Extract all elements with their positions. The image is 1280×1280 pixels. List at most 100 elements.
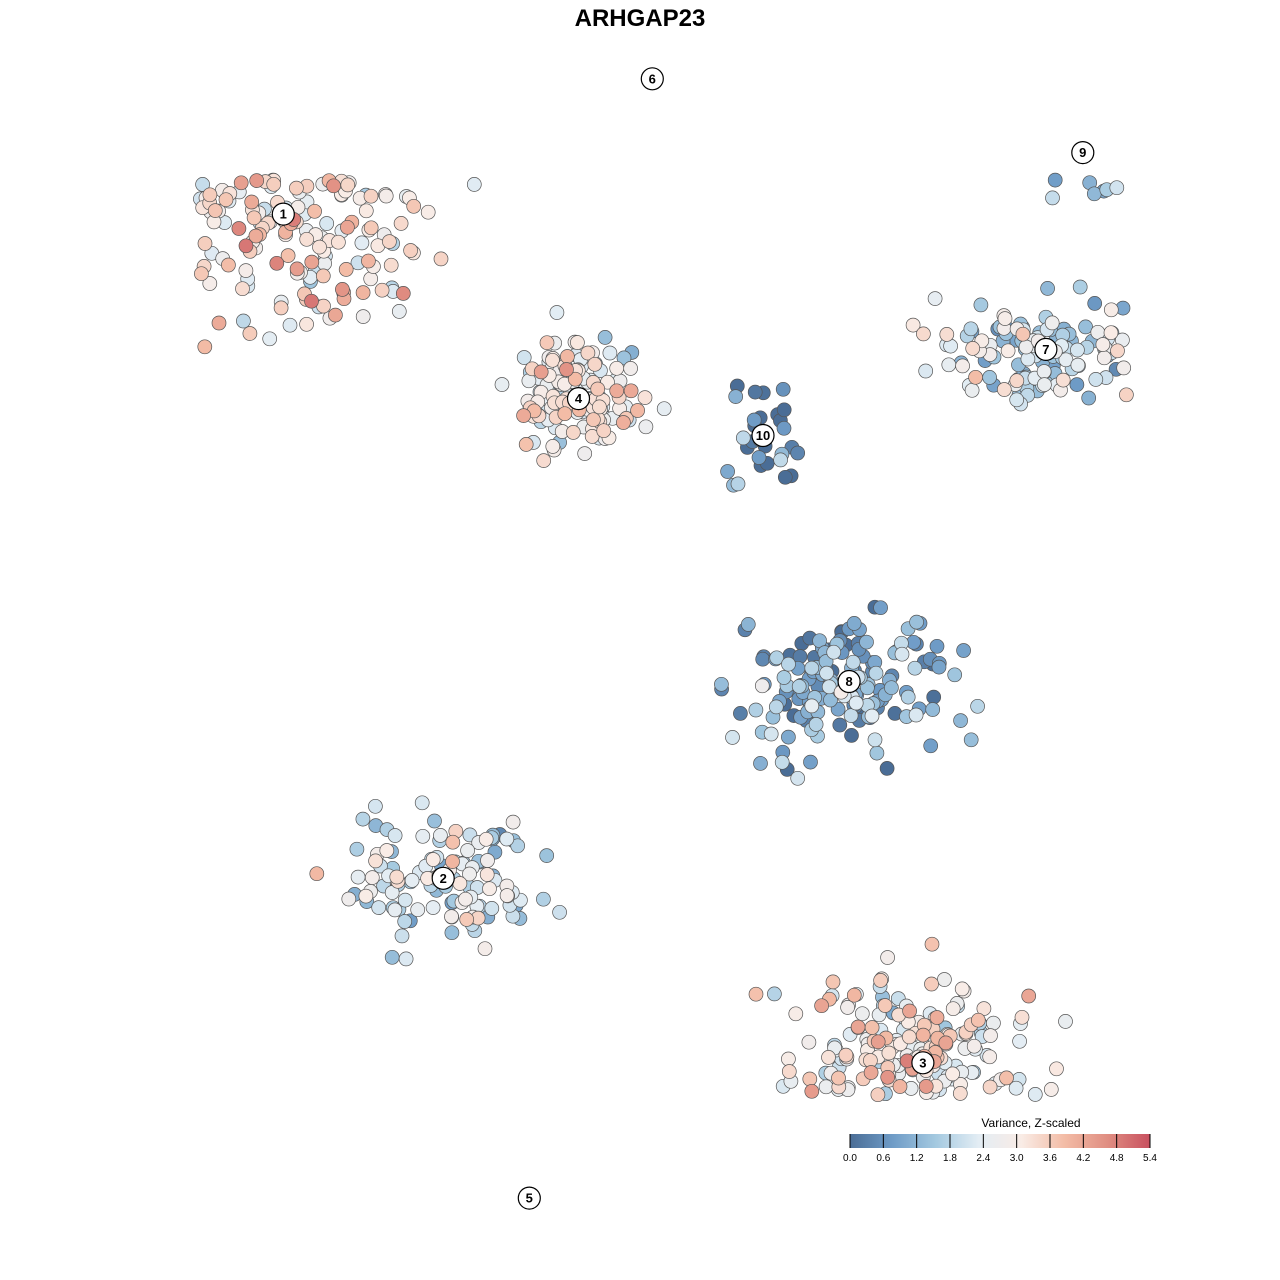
data-point [262, 331, 278, 347]
data-point [956, 643, 971, 658]
data-point [867, 732, 883, 748]
data-point [804, 698, 820, 714]
data-point [870, 1034, 886, 1050]
data-point [236, 313, 251, 329]
data-point [814, 998, 829, 1014]
data-point [892, 1079, 908, 1094]
data-point [881, 1045, 897, 1061]
data-point [304, 293, 319, 309]
data-point [289, 180, 304, 196]
data-point [1119, 387, 1134, 403]
data-point [781, 1051, 796, 1067]
data-point [404, 873, 420, 888]
data-point [740, 617, 756, 632]
data-point [791, 679, 807, 694]
cluster-label-4: 4 [566, 387, 591, 411]
data-point [997, 311, 1013, 326]
data-point [906, 634, 921, 650]
cluster-label-1: 1 [271, 202, 295, 226]
data-point [246, 210, 262, 226]
data-point [368, 853, 383, 869]
data-point [773, 452, 788, 468]
data-point [194, 266, 209, 282]
data-point [616, 350, 632, 366]
data-point [1086, 186, 1102, 202]
legend-tick-label: 3.0 [1010, 1153, 1024, 1164]
data-point [832, 717, 848, 733]
data-point [790, 770, 806, 786]
data-point [748, 986, 764, 1002]
data-point [747, 384, 763, 400]
cluster-label-text: 8 [845, 674, 852, 689]
data-point [466, 177, 482, 192]
data-point [1015, 326, 1031, 342]
data-point [269, 255, 285, 271]
data-point [452, 876, 468, 891]
data-point [397, 914, 413, 929]
data-point [299, 231, 315, 247]
data-point [804, 1083, 820, 1099]
data-point [630, 403, 645, 418]
color-legend: Variance, Z-scaled 0.0 0.6 1.2 1.8 2.4 3.0 3.6… [843, 1116, 1157, 1164]
data-point [590, 381, 606, 397]
data-point [280, 248, 296, 263]
data-point [863, 1065, 879, 1080]
data-point [844, 728, 859, 743]
data-point [387, 828, 403, 843]
data-point [1088, 372, 1104, 387]
data-point [231, 221, 247, 236]
data-point [363, 271, 379, 287]
data-point [202, 187, 218, 203]
data-point [931, 659, 947, 675]
cluster-label-marker [837, 669, 861, 694]
data-point [244, 194, 260, 210]
data-point [592, 399, 607, 415]
cluster-label-7: 7 [1034, 337, 1058, 361]
data-point [1021, 988, 1037, 1004]
data-point [266, 176, 282, 192]
data-point [859, 634, 874, 650]
data-point [909, 614, 924, 630]
data-point [238, 238, 254, 254]
data-point [207, 203, 223, 218]
data-point [499, 888, 515, 903]
data-point [999, 1070, 1014, 1086]
data-point [983, 1028, 998, 1043]
data-point [580, 345, 596, 361]
data-point [312, 239, 327, 255]
data-point [358, 888, 374, 904]
data-point [907, 660, 923, 676]
data-point [545, 352, 560, 368]
data-point [1116, 360, 1132, 376]
legend-title: Variance, Z-scaled [981, 1116, 1080, 1130]
data-point [916, 326, 931, 342]
cluster-label-marker [271, 202, 295, 226]
data-point [720, 464, 735, 479]
data-point [307, 203, 322, 219]
data-point [309, 866, 325, 882]
data-point [915, 1027, 931, 1043]
data-point [549, 305, 565, 320]
data-point [420, 204, 436, 220]
data-point [1095, 337, 1111, 352]
data-point [880, 1069, 896, 1085]
data-point [868, 665, 884, 681]
data-point [926, 689, 942, 705]
data-point [1070, 342, 1085, 358]
data-point [596, 423, 612, 439]
data-point [350, 869, 366, 885]
cluster-label-6: 6 [640, 67, 664, 91]
data-point [831, 1070, 846, 1086]
cluster-label-text: 6 [649, 71, 656, 86]
data-point [539, 848, 555, 863]
data-point [938, 1035, 954, 1051]
legend-tick-label: 3.6 [1043, 1153, 1057, 1164]
data-point [767, 986, 782, 1002]
data-point [355, 285, 371, 300]
data-point [880, 950, 895, 965]
data-point [494, 377, 510, 392]
data-point [1036, 364, 1052, 379]
data-point [317, 256, 332, 271]
data-point [656, 401, 672, 417]
